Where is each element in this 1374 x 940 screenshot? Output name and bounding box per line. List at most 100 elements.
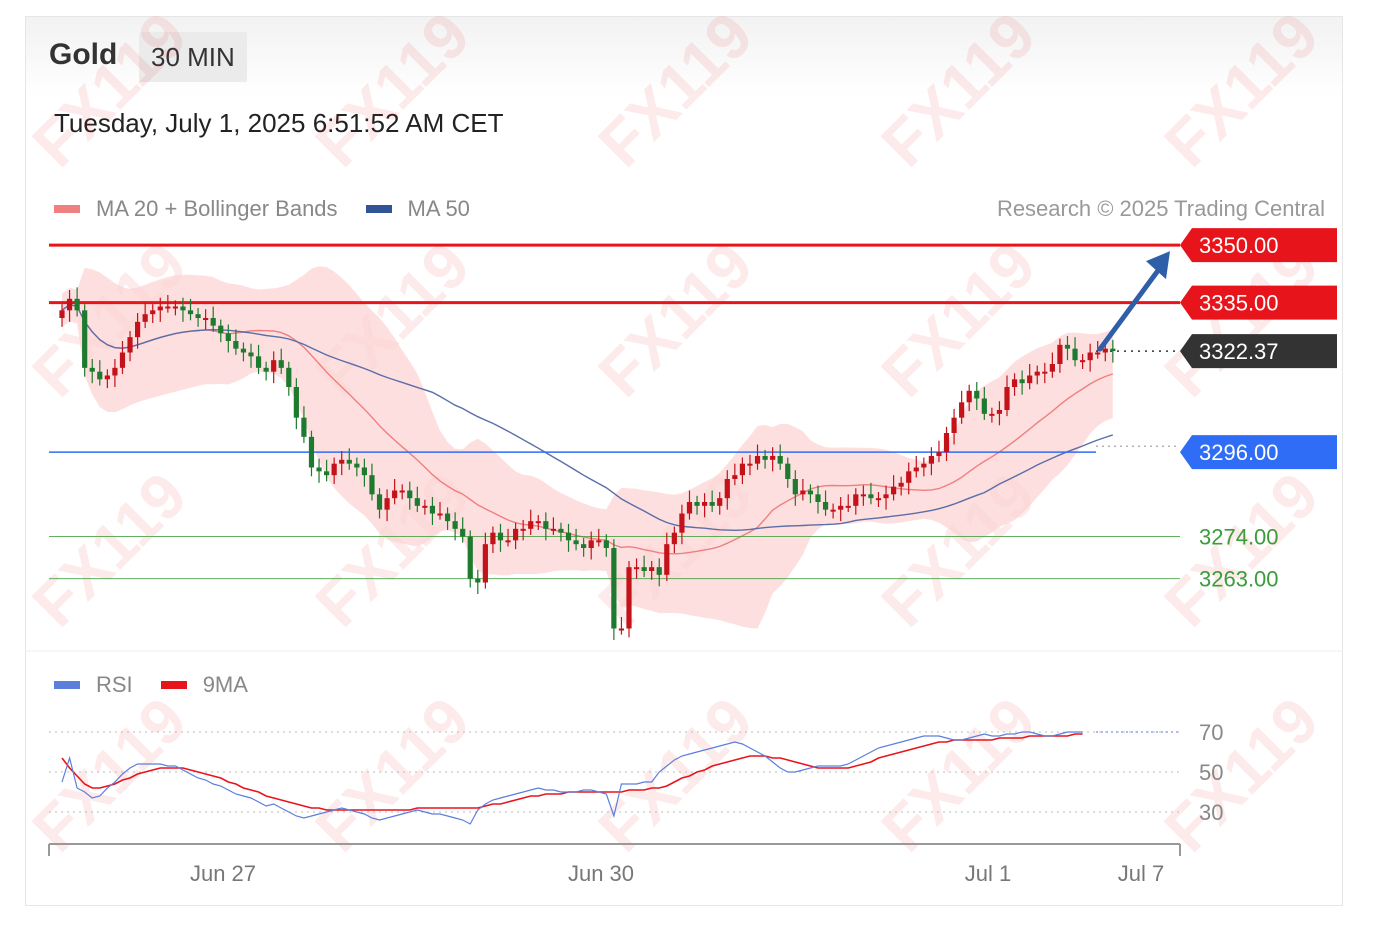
watermark-text: FX119 — [585, 684, 767, 866]
candle-body — [618, 628, 625, 631]
candle-body — [248, 352, 254, 357]
candle-body — [883, 494, 889, 499]
candle-body — [218, 325, 224, 334]
candle-body — [308, 436, 315, 468]
candle-body — [324, 471, 330, 476]
candle-body — [422, 505, 428, 508]
candle-body — [641, 567, 647, 572]
price-tag-label: 3274.00 — [1199, 525, 1279, 550]
candle-body — [1110, 348, 1116, 352]
candle-body — [845, 505, 851, 508]
candle-body — [807, 490, 814, 495]
candle-body — [550, 528, 556, 531]
bollinger-band — [62, 266, 1113, 629]
candle-body — [1064, 344, 1071, 349]
watermark-text: FX119 — [19, 0, 201, 180]
price-tag — [1180, 435, 1337, 470]
watermark-text: FX119 — [585, 0, 767, 180]
candle-body — [1027, 375, 1033, 384]
price-tag-label: 3322.37 — [1199, 339, 1279, 364]
candle-body — [127, 337, 133, 353]
ma50-line — [61, 303, 1114, 532]
candle-body — [66, 298, 73, 311]
candle-body — [943, 433, 950, 453]
candle-body — [271, 360, 277, 372]
watermark-text: FX119 — [19, 459, 201, 641]
candle-body — [444, 513, 451, 522]
candle-body — [165, 306, 171, 309]
candle-body — [565, 532, 572, 541]
candle-body — [482, 544, 488, 583]
candle-body — [1034, 371, 1040, 376]
ma50-swatch — [365, 205, 392, 213]
candle-body — [150, 310, 156, 315]
candle-body — [936, 452, 942, 457]
candle-body — [777, 456, 783, 464]
candle-body — [770, 456, 776, 460]
candle-body — [588, 540, 594, 549]
candle-body — [951, 417, 957, 434]
candle-body — [830, 509, 836, 512]
price-tag-label: 3296.00 — [1199, 440, 1279, 465]
candle-body — [497, 532, 504, 541]
candle-body — [792, 479, 798, 495]
candle-body — [392, 490, 398, 499]
watermark-text: FX119 — [868, 684, 1050, 866]
candle-body — [581, 544, 587, 549]
x-tick-label: Jul 7 — [1118, 861, 1164, 886]
candle-body — [913, 467, 919, 472]
candle-body — [709, 502, 715, 506]
candle-body — [1080, 360, 1086, 363]
candle-body — [429, 505, 436, 514]
watermark-text: FX119 — [19, 684, 201, 866]
candle-body — [346, 459, 352, 464]
candle-body — [664, 544, 670, 575]
candle-body — [702, 502, 708, 506]
candle-body — [822, 502, 829, 510]
watermark-text: FX119 — [302, 684, 484, 866]
candle-body — [1042, 371, 1048, 374]
candle-body — [974, 390, 980, 399]
candle-body — [263, 367, 269, 372]
candle-body — [361, 467, 367, 476]
candle-body — [966, 390, 972, 403]
ma20-line — [61, 303, 1114, 555]
copyright-note: Research © 2025 Trading Central — [996, 196, 1325, 221]
candle-body — [104, 375, 110, 380]
candle-body — [112, 367, 118, 376]
candle-body — [596, 540, 602, 543]
candle-body — [853, 494, 859, 506]
rsi-level-label: 70 — [1199, 720, 1223, 745]
candle-body — [1102, 348, 1108, 353]
candle-body — [868, 494, 874, 499]
candle-body — [898, 482, 904, 487]
legend-ma50-label: MA 50 — [407, 196, 470, 221]
legend-rsi-ma-label: 9MA — [202, 672, 248, 697]
timeframe-badge[interactable]: 30 MIN — [139, 32, 247, 82]
candle-body — [656, 567, 662, 575]
watermark-text: FX119 — [1151, 0, 1333, 180]
rsi-swatch — [54, 681, 80, 689]
candle-body — [603, 540, 609, 549]
candle-body — [490, 532, 496, 545]
candle-body — [301, 417, 307, 437]
candle-body — [475, 578, 481, 583]
candle-body — [528, 521, 534, 529]
candle-body — [959, 402, 965, 418]
watermark-text: FX119 — [302, 0, 484, 180]
candle-body — [520, 528, 526, 531]
ma20-swatch — [54, 205, 80, 213]
candle-body — [815, 494, 821, 503]
candle-body — [203, 318, 209, 321]
candle-body — [732, 475, 738, 480]
candle-body — [724, 479, 730, 499]
candle-body — [437, 513, 443, 516]
chart-card — [25, 16, 1343, 906]
legend-ma20-label: MA 20 + Bollinger Bands — [96, 196, 338, 221]
candle-body — [633, 567, 640, 570]
candle-body — [1004, 387, 1010, 411]
candle-body — [286, 367, 292, 388]
candle-body — [255, 356, 262, 368]
candle-body — [316, 467, 322, 472]
